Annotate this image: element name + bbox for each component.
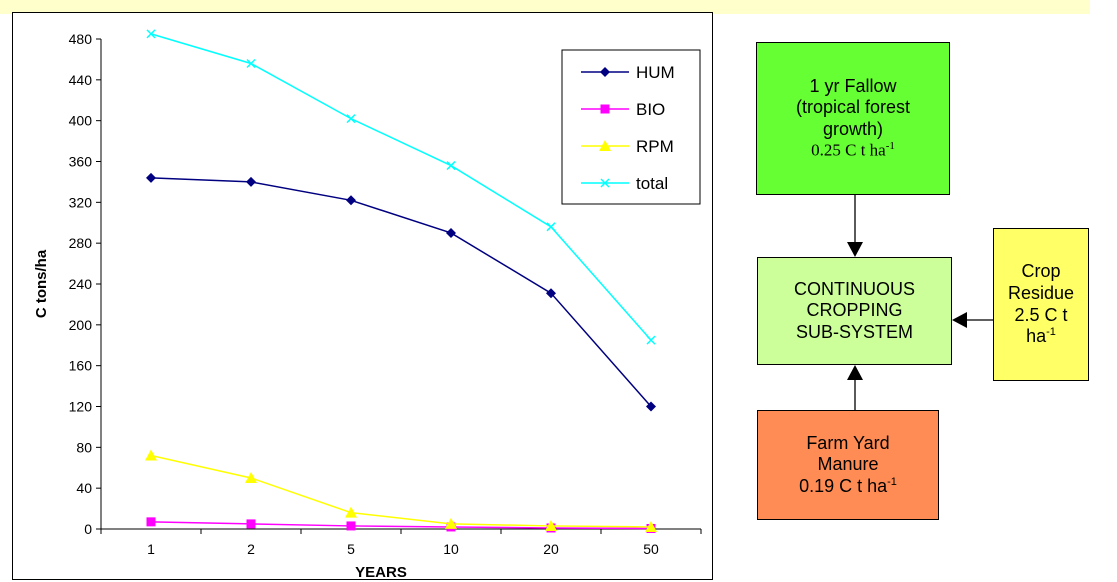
fallow-line2: (tropical forest <box>795 97 911 118</box>
y-tick-label: 480 <box>69 31 93 47</box>
data-point-rpm <box>345 506 357 518</box>
y-tick-label: 400 <box>69 113 93 129</box>
legend-label-hum: HUM <box>636 63 675 82</box>
data-point-rpm <box>145 449 157 461</box>
series-line-rpm <box>150 454 652 528</box>
legend-marker-total <box>600 178 610 188</box>
data-point-hum <box>346 195 356 206</box>
manure-line3-sup: -1 <box>887 475 897 488</box>
residue-line2: Residue <box>1007 282 1075 303</box>
center-line3: SUB-SYSTEM <box>795 321 914 342</box>
y-axis-title: C tons/ha <box>33 249 50 318</box>
data-point-total <box>346 114 356 124</box>
fallow-value-text: 0.25 C t ha <box>811 141 886 161</box>
series-line-hum <box>150 177 652 407</box>
data-point-total <box>146 29 156 39</box>
residue-arrow-head <box>952 312 967 328</box>
data-point-hum <box>546 288 556 299</box>
legend-label-total: total <box>636 174 668 193</box>
manure-arrow-head <box>847 365 863 380</box>
data-point-bio <box>146 517 156 527</box>
y-tick-label: 360 <box>69 154 93 170</box>
x-tick-label: 50 <box>643 541 659 557</box>
residue-line4-sup: -1 <box>1046 326 1056 339</box>
legend-label-bio: BIO <box>636 100 665 119</box>
data-point-hum <box>146 172 156 183</box>
y-tick-label: 240 <box>69 276 93 292</box>
center-line1: CONTINUOUS <box>794 278 915 299</box>
data-point-bio <box>346 521 356 531</box>
x-tick-label: 2 <box>247 541 255 557</box>
x-tick-label: 1 <box>147 541 155 557</box>
fallow-line3: growth) <box>822 118 884 139</box>
data-point-hum <box>646 401 656 412</box>
farm-yard-manure-box: Farm Yard Manure 0.19 C t ha-1 <box>757 410 939 520</box>
y-tick-label: 440 <box>69 72 93 88</box>
data-point-total <box>246 58 256 69</box>
legend-marker-rpm <box>599 140 611 151</box>
top-highlight-band <box>0 0 1090 14</box>
data-point-rpm <box>445 517 457 529</box>
y-tick-label: 280 <box>69 235 93 251</box>
cropping-subsystem-box: CONTINUOUS CROPPING SUB-SYSTEM <box>757 257 952 365</box>
legend-marker-bio <box>600 104 610 114</box>
manure-line2: Manure <box>817 454 879 475</box>
y-tick-label: 200 <box>69 317 93 333</box>
data-point-total <box>546 222 556 232</box>
x-tick-label: 20 <box>543 541 559 557</box>
crop-residue-box: Crop Residue 2.5 C t ha-1 <box>993 228 1089 381</box>
residue-line4-text: ha <box>1026 326 1047 347</box>
fallow-arrow-head <box>847 242 863 257</box>
data-point-rpm <box>545 519 557 531</box>
residue-line3: 2.5 C t <box>1014 304 1068 325</box>
data-point-hum <box>446 227 456 238</box>
y-tick-label: 120 <box>69 399 93 415</box>
x-tick-label: 5 <box>347 541 355 557</box>
y-tick-label: 160 <box>69 358 93 374</box>
x-tick-label: 10 <box>443 541 459 557</box>
residue-line4: ha-1 <box>1026 326 1056 348</box>
line-chart: 0 40 80 120 160 200 240 280 320 360 400 440 480 1 2 5 10… <box>33 29 702 579</box>
y-tick-label: 320 <box>69 194 93 210</box>
manure-line3: 0.19 C t ha-1 <box>799 476 897 498</box>
legend-label-rpm: RPM <box>636 137 674 156</box>
data-point-rpm <box>645 520 657 532</box>
fallow-value: 0.25 C t ha-1 <box>811 140 895 161</box>
legend-marker-hum <box>600 67 610 77</box>
legend-box <box>561 49 701 205</box>
center-line2: CROPPING <box>806 300 903 321</box>
series-line-bio <box>150 521 652 530</box>
chart-frame: 0 40 80 120 160 200 240 280 320 360 400 440 480 1 2 5 10… <box>12 12 713 580</box>
residue-line1: Crop <box>1021 261 1061 282</box>
y-tick-label: 40 <box>76 480 92 496</box>
data-point-bio <box>246 519 256 529</box>
y-tick-label: 80 <box>76 439 92 455</box>
fallow-line1: 1 yr Fallow <box>809 75 897 96</box>
data-point-total <box>646 335 656 345</box>
fallow-box: 1 yr Fallow (tropical forest growth) 0.2… <box>756 42 950 195</box>
manure-line1: Farm Yard <box>806 432 890 453</box>
data-point-rpm <box>245 471 257 483</box>
fallow-value-sup: -1 <box>885 140 895 153</box>
series-line-total <box>150 33 652 341</box>
x-axis-title: YEARS <box>355 564 407 579</box>
data-point-hum <box>246 176 256 187</box>
y-tick-label: 0 <box>84 521 92 537</box>
manure-line3-text: 0.19 C t ha <box>799 475 888 496</box>
data-point-total <box>446 161 456 171</box>
